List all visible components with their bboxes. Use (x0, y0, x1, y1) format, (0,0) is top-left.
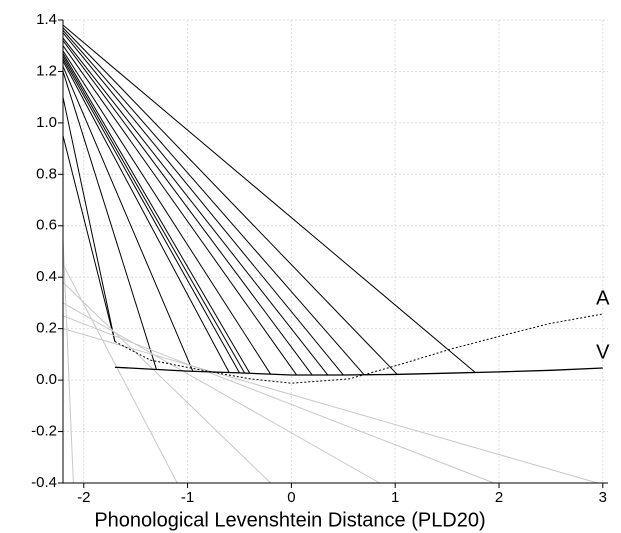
connector-line (62, 40, 313, 376)
connector-line (62, 302, 380, 484)
x-tick-label: 3 (599, 489, 607, 506)
connector-line (62, 71, 157, 370)
x-tick-label: 0 (287, 489, 295, 506)
series-line (114, 313, 603, 384)
connector-line (62, 264, 178, 484)
connector-line (62, 66, 194, 372)
y-tick-label: 1.0 (36, 114, 57, 131)
connector-line (62, 238, 74, 484)
x-axis-label: Phonological Levenshtein Distance (PLD20… (94, 509, 485, 531)
series-label: V (596, 341, 610, 363)
connector-line (62, 60, 230, 373)
connector-line (62, 45, 297, 376)
y-tick-label: 0.0 (36, 371, 57, 388)
connector-line (62, 97, 116, 342)
connector-line (62, 37, 329, 376)
connector-line (62, 50, 272, 375)
x-tick-label: 2 (495, 489, 503, 506)
x-tick-label: -1 (181, 489, 194, 506)
y-tick-label: 0.2 (36, 320, 57, 337)
y-tick-label: 1.2 (36, 62, 57, 79)
connector-line (62, 328, 598, 484)
series-line (114, 366, 603, 376)
y-tick-label: 0.6 (36, 217, 57, 234)
y-tick-label: -0.2 (31, 423, 57, 440)
connector-line (62, 24, 476, 373)
connector-line (62, 53, 251, 374)
connector-line (62, 315, 494, 484)
connector-line (62, 55, 246, 374)
y-tick-label: -0.4 (31, 474, 57, 491)
connector-line (62, 135, 116, 342)
connector-line (62, 58, 240, 374)
y-tick-label: 0.8 (36, 165, 57, 182)
connector-line (62, 32, 344, 376)
y-tick-label: 1.4 (36, 11, 57, 28)
x-tick-label: -2 (77, 489, 90, 506)
x-tick-label: 1 (391, 489, 399, 506)
y-tick-label: 0.4 (36, 268, 57, 285)
series-label: A (596, 287, 610, 309)
connector-line (62, 282, 271, 484)
connector-line (62, 27, 398, 375)
connector-line (62, 29, 365, 376)
